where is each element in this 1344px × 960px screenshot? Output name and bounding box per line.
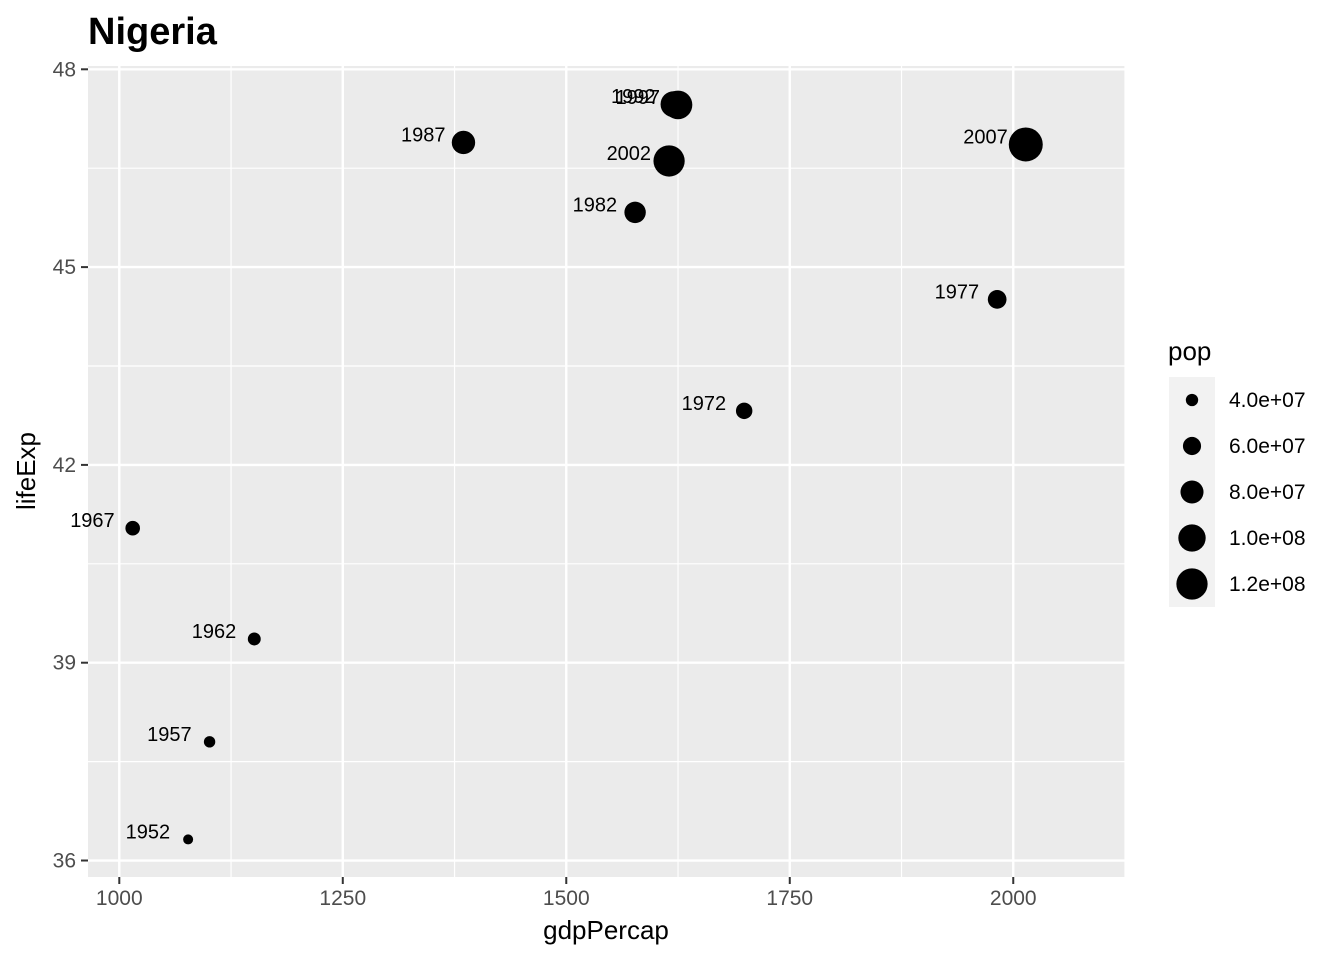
data-point-1987 bbox=[451, 130, 476, 155]
major-gridlines bbox=[88, 66, 1125, 877]
point-label-1977: 1977 bbox=[935, 281, 980, 303]
legend-label: 1.2e+08 bbox=[1229, 573, 1306, 596]
x-axis: 1000 1250 1500 1750 2000 bbox=[96, 877, 1037, 910]
point-label-1952: 1952 bbox=[126, 821, 171, 843]
data-point-1972 bbox=[735, 402, 753, 420]
size-legend: pop 4.0e+07 6.0e+07 8.0e+07 1.0e+08 1.2e+08 bbox=[1168, 336, 1306, 607]
legend-label: 4.0e+07 bbox=[1229, 389, 1306, 412]
legend-key-1.2e+08 bbox=[1176, 568, 1208, 600]
data-point-2007 bbox=[1008, 127, 1043, 162]
legend-label: 8.0e+07 bbox=[1229, 481, 1306, 504]
minor-gridlines bbox=[88, 66, 1126, 877]
point-label-1987: 1987 bbox=[401, 124, 446, 146]
point-label-1972: 1972 bbox=[682, 393, 727, 415]
data-point-2002 bbox=[653, 145, 685, 177]
x-tick-label: 1000 bbox=[96, 887, 143, 910]
legend-key-6.0e+07 bbox=[1182, 436, 1202, 456]
x-tick-label: 1250 bbox=[319, 887, 366, 910]
data-point-1962 bbox=[247, 632, 261, 646]
legend-label: 1.0e+08 bbox=[1229, 527, 1306, 550]
data-point-1967 bbox=[125, 520, 140, 536]
point-label-1967: 1967 bbox=[70, 510, 115, 532]
data-points bbox=[125, 90, 1043, 845]
point-label-1957: 1957 bbox=[147, 724, 192, 746]
x-tick-label: 2000 bbox=[990, 887, 1037, 910]
data-point-1957 bbox=[203, 736, 216, 748]
y-tick-label: 36 bbox=[53, 850, 76, 873]
y-tick-label: 48 bbox=[53, 58, 76, 81]
legend-label: 6.0e+07 bbox=[1229, 435, 1306, 458]
legend-title: pop bbox=[1168, 336, 1211, 366]
y-tick-label: 45 bbox=[53, 256, 76, 279]
legend-key-1.0e+08 bbox=[1178, 524, 1206, 552]
chart-title: Nigeria bbox=[88, 11, 218, 53]
point-label-2002: 2002 bbox=[607, 143, 652, 165]
data-point-1982 bbox=[624, 201, 646, 224]
data-point-1997 bbox=[663, 90, 693, 120]
x-axis-title: gdpPercap bbox=[543, 915, 669, 945]
data-point-1977 bbox=[987, 290, 1007, 309]
x-tick-label: 1500 bbox=[543, 887, 590, 910]
y-axis-title: lifeExp bbox=[11, 432, 41, 510]
x-tick-label: 1750 bbox=[766, 887, 813, 910]
point-label-2007: 2007 bbox=[963, 126, 1008, 148]
y-tick-label: 39 bbox=[53, 652, 76, 675]
data-point-1952 bbox=[183, 834, 194, 845]
plot-panel bbox=[88, 66, 1125, 877]
y-axis: 36 39 42 45 48 bbox=[53, 58, 88, 873]
legend-items: 4.0e+07 6.0e+07 8.0e+07 1.0e+08 1.2e+08 bbox=[1176, 389, 1306, 600]
point-labels: 1952 1957 1962 1967 1972 1977 1982 1987 19921997… bbox=[70, 86, 1008, 843]
point-label-1962: 1962 bbox=[192, 621, 237, 643]
legend-key-4.0e+07 bbox=[1185, 393, 1199, 407]
point-label-1997: 1997 bbox=[616, 87, 661, 109]
point-label-1992: 1992 bbox=[611, 86, 656, 108]
legend-key-8.0e+07 bbox=[1180, 480, 1204, 504]
point-label-1982: 1982 bbox=[573, 194, 618, 216]
y-tick-label: 42 bbox=[53, 454, 76, 477]
